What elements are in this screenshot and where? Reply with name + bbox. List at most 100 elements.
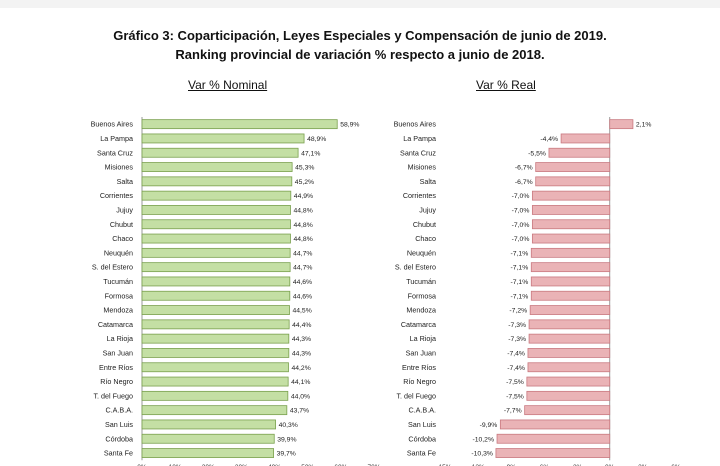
real-bar	[535, 176, 611, 187]
real-bar	[531, 219, 611, 230]
real-bar	[530, 276, 611, 287]
real-category-label: San Juan	[406, 348, 436, 357]
nominal-x-tick-label: 60%	[334, 464, 347, 466]
nominal-category-label: Río Negro	[100, 377, 133, 386]
nominal-category-label: Buenos Aires	[91, 120, 134, 129]
real-value-label: -7,7%	[504, 408, 522, 415]
nominal-value-label: 44,7%	[293, 265, 312, 272]
real-bar	[528, 319, 611, 330]
nominal-bar	[141, 219, 291, 230]
real-value-label: -7,0%	[512, 222, 530, 229]
nominal-x-tick-label: 10%	[169, 464, 182, 466]
real-x-tick-label: -15%	[436, 464, 451, 466]
nominal-bar	[141, 262, 291, 273]
real-category-label: Misiones	[408, 163, 437, 172]
real-category-label: Entre Ríos	[402, 363, 436, 372]
nominal-bar	[141, 319, 290, 330]
nominal-value-label: 44,9%	[294, 193, 313, 200]
real-bar	[531, 233, 611, 244]
nominal-value-label: 44,8%	[293, 236, 312, 243]
nominal-value-label: 43,7%	[290, 408, 309, 415]
nominal-x-tick-label: 0%	[137, 464, 147, 466]
nominal-bar	[141, 190, 292, 201]
real-chart-title: Var % Real	[476, 78, 536, 92]
real-value-label: -10,2%	[472, 436, 494, 443]
nominal-value-label: 39,9%	[277, 436, 296, 443]
real-value-label: -7,0%	[512, 193, 530, 200]
nominal-value-label: 58,9%	[340, 122, 359, 129]
nominal-value-label: 44,3%	[292, 336, 311, 343]
nominal-value-label: 45,2%	[295, 179, 314, 186]
nominal-bar	[141, 205, 291, 215]
nominal-value-label: 44,3%	[292, 350, 311, 357]
real-value-label: -5,5%	[528, 150, 546, 157]
real-category-label: Chubut	[413, 220, 436, 229]
real-bar	[560, 133, 611, 144]
real-bar	[496, 433, 611, 444]
real-bar	[527, 348, 611, 358]
nominal-category-label: C.A.B.A.	[105, 406, 133, 415]
nominal-value-label: 44,8%	[293, 207, 312, 214]
real-value-label: -7,2%	[509, 308, 527, 315]
nominal-value-label: 44,5%	[292, 308, 311, 315]
real-bar	[528, 333, 611, 344]
nominal-value-label: 44,8%	[293, 222, 312, 229]
real-bar	[530, 290, 611, 301]
nominal-category-label: Santa Cruz	[97, 148, 133, 157]
nominal-value-label: 44,4%	[292, 322, 311, 329]
nominal-value-label: 44,1%	[291, 379, 310, 386]
real-value-label: -6,7%	[515, 165, 533, 172]
nominal-x-tick-label: 40%	[268, 464, 281, 466]
nominal-category-label: San Juan	[103, 348, 133, 357]
real-value-label: -7,1%	[511, 279, 529, 286]
real-x-tick-label: 0%	[605, 464, 615, 466]
nominal-category-label: Chaco	[112, 234, 133, 243]
nominal-category-label: Salta	[117, 177, 133, 186]
real-value-label: -7,4%	[507, 365, 525, 372]
nominal-category-label: Mendoza	[103, 306, 133, 315]
real-bar	[531, 205, 611, 215]
nominal-bar	[141, 162, 293, 172]
nominal-bar	[141, 362, 289, 373]
nominal-x-tick-label: 30%	[235, 464, 248, 466]
nominal-category-label: Córdoba	[105, 434, 133, 443]
real-bar	[526, 390, 611, 401]
nominal-bar	[141, 305, 290, 315]
real-category-label: Jujuy	[419, 205, 436, 214]
real-category-label: C.A.B.A.	[408, 406, 436, 415]
real-x-tick-label: -6%	[538, 464, 550, 466]
real-value-label: -7,3%	[508, 336, 526, 343]
real-bar	[524, 405, 611, 416]
nominal-bar	[141, 290, 291, 301]
real-category-label: Neuquén	[407, 248, 436, 257]
real-value-label: -7,5%	[506, 379, 524, 386]
nominal-bar	[141, 448, 274, 458]
real-x-tick-label: 6%	[671, 464, 681, 466]
real-bar	[531, 190, 611, 201]
nominal-value-label: 44,6%	[293, 279, 312, 286]
real-value-label: -7,1%	[511, 293, 529, 300]
real-category-label: Catamarca	[401, 320, 436, 329]
nominal-value-label: 44,0%	[291, 393, 310, 400]
nominal-category-label: Tucumán	[103, 277, 133, 286]
real-bar	[535, 162, 611, 172]
real-category-label: Salta	[420, 177, 436, 186]
real-bar	[529, 305, 611, 315]
real-category-label: T. del Fuego	[396, 391, 436, 400]
real-category-label: Santa Cruz	[400, 148, 436, 157]
nominal-value-label: 47,1%	[301, 150, 320, 157]
real-category-label: La Pampa	[403, 134, 436, 143]
real-bar	[527, 362, 611, 373]
real-category-label: Río Negro	[403, 377, 436, 386]
real-category-label: Corrientes	[403, 191, 437, 200]
nominal-value-label: 39,7%	[277, 451, 296, 458]
real-value-label: 2,1%	[636, 122, 652, 129]
real-bar	[609, 119, 634, 130]
nominal-category-label: Catamarca	[98, 320, 133, 329]
real-category-label: Córdoba	[408, 434, 436, 443]
real-category-label: Santa Fe	[407, 449, 436, 458]
nominal-value-label: 44,6%	[293, 293, 312, 300]
nominal-category-label: Misiones	[105, 163, 134, 172]
real-bar	[495, 448, 611, 458]
nominal-bar	[141, 133, 305, 144]
